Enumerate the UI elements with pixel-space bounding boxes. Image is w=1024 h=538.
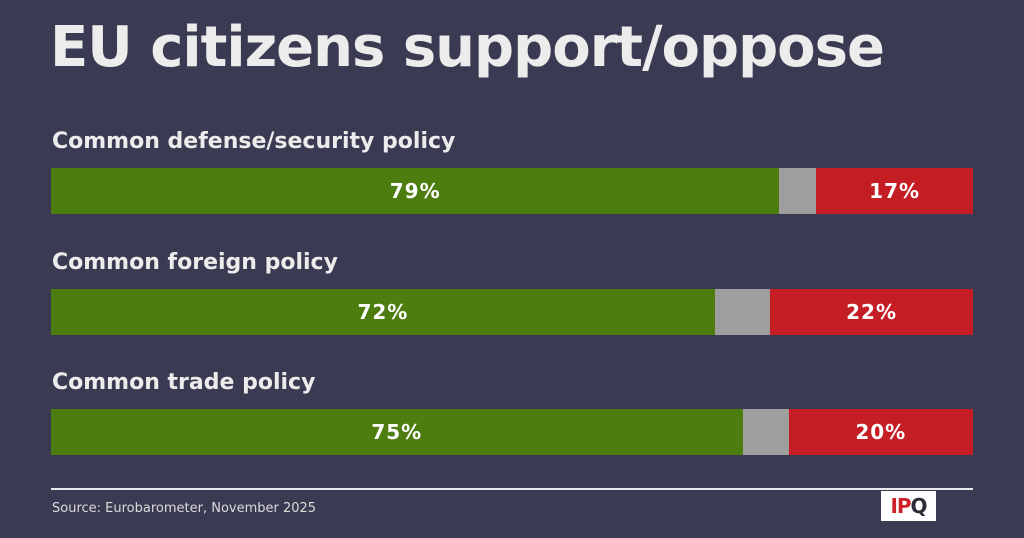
- source-note: Source: Eurobarometer, November 2025: [52, 501, 317, 516]
- bar-segment-oppose: 17%: [816, 168, 973, 214]
- chart-title: EU citizens support/oppose: [50, 15, 885, 80]
- logo-text-ip: IP: [890, 494, 911, 518]
- category-label: Common foreign policy: [52, 250, 338, 275]
- bar-segment-undecided: [714, 289, 771, 335]
- bar-segment-undecided: [742, 409, 789, 455]
- bar-row: 75% 20%: [51, 409, 973, 455]
- data-label: 17%: [869, 179, 921, 203]
- footer-divider: [51, 488, 973, 490]
- data-label: 20%: [855, 420, 907, 444]
- bar-segment-support: 72%: [51, 289, 715, 335]
- data-label: 75%: [371, 420, 423, 444]
- data-label: 79%: [389, 179, 441, 203]
- logo-text-q: Q: [910, 494, 928, 518]
- data-label: 22%: [846, 300, 897, 324]
- bar-row: 79% 17%: [51, 168, 973, 214]
- bar-row: 72% 22%: [51, 289, 973, 335]
- bar-segment-oppose: 20%: [788, 409, 973, 455]
- category-label: Common defense/security policy: [52, 129, 456, 154]
- data-label: 72%: [357, 300, 409, 324]
- bar-segment-support: 75%: [51, 409, 743, 455]
- ipq-logo: IP Q: [881, 491, 936, 521]
- category-label: Common trade policy: [52, 370, 316, 395]
- bar-segment-undecided: [779, 168, 817, 214]
- bar-segment-oppose: 22%: [770, 289, 973, 335]
- bar-segment-support: 79%: [51, 168, 780, 214]
